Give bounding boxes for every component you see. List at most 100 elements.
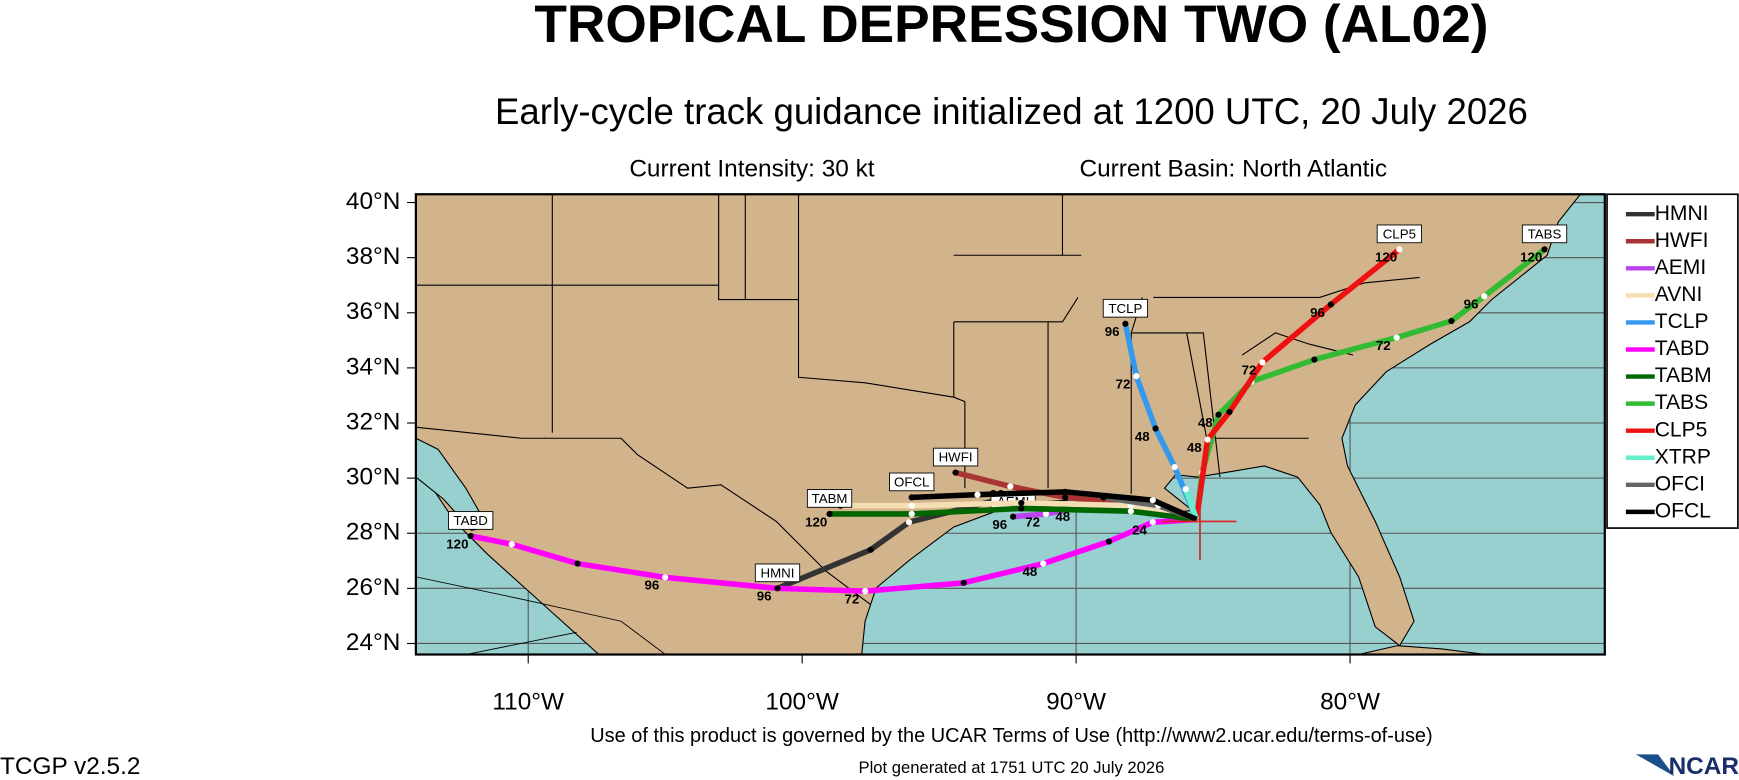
legend-label: TABD xyxy=(1655,337,1710,360)
generated: Plot generated at 1751 UTC 20 July 2026 xyxy=(858,758,1164,777)
track-point xyxy=(1152,425,1159,432)
hour-label: 24 xyxy=(1132,523,1147,538)
legend-label: OFCL xyxy=(1655,499,1711,522)
hour-label: 96 xyxy=(757,589,772,604)
hour-label: 96 xyxy=(1464,297,1479,312)
lat-label: 30°N xyxy=(346,464,400,491)
track xyxy=(1193,247,1402,520)
basin: Current Basin: North Atlantic xyxy=(1080,155,1388,182)
track-point xyxy=(467,532,474,540)
lon-label: 100°W xyxy=(765,689,838,716)
track-point xyxy=(1062,488,1069,496)
track-point xyxy=(1149,497,1156,504)
land xyxy=(415,194,1582,655)
hour-label: 96 xyxy=(644,578,659,593)
intensity: Current Intensity: 30 kt xyxy=(629,155,874,182)
legend-label: CLP5 xyxy=(1655,418,1708,441)
track-point xyxy=(862,588,869,595)
track-point xyxy=(867,546,874,553)
track-point xyxy=(1541,246,1548,253)
legend-label: HWFI xyxy=(1655,229,1709,252)
track-point xyxy=(960,579,967,586)
track-point xyxy=(1018,499,1025,507)
track-point xyxy=(1448,317,1455,325)
track-point xyxy=(1122,320,1129,327)
legend-label: AEMI xyxy=(1655,256,1707,279)
logo: NCAR xyxy=(1669,753,1739,780)
track-label-box xyxy=(1102,298,1149,318)
legend-label: TABM xyxy=(1655,364,1712,387)
track-point xyxy=(826,510,833,518)
track-point xyxy=(774,585,781,592)
track-point xyxy=(1311,356,1318,363)
track-label-box xyxy=(448,511,494,530)
lat-label: 24°N xyxy=(346,629,400,656)
legend-label: TABS xyxy=(1655,391,1708,414)
track-label-box xyxy=(1521,224,1568,244)
hour-label: 48 xyxy=(1135,429,1150,444)
hour-label: 72 xyxy=(1025,514,1040,529)
legend-label: OFCI xyxy=(1655,472,1705,495)
track-point xyxy=(1062,494,1069,501)
lat-label: 36°N xyxy=(346,298,400,325)
track-point xyxy=(662,574,669,581)
lat-label: 26°N xyxy=(346,574,400,601)
track-point xyxy=(1393,334,1400,341)
cuba xyxy=(1358,645,1487,655)
track xyxy=(1183,488,1200,521)
track-point xyxy=(1105,538,1113,545)
track-label: HMNI xyxy=(761,565,795,580)
lat-label: 40°N xyxy=(346,188,400,215)
lon-label: 90°W xyxy=(1046,689,1106,716)
legend-label: XTRP xyxy=(1655,445,1711,468)
hour-label: 72 xyxy=(1376,338,1391,353)
track-point xyxy=(1040,560,1047,567)
track-label-box xyxy=(932,447,979,467)
hour-label: 72 xyxy=(844,592,859,607)
track-point xyxy=(508,541,515,548)
hour-label: 96 xyxy=(1310,305,1325,320)
track-label: TABS xyxy=(1528,226,1562,241)
logo-mark xyxy=(1635,754,1675,777)
track-label: TABD xyxy=(453,513,487,528)
track-point xyxy=(905,519,913,526)
mexico-states xyxy=(415,576,666,655)
hour-label: 96 xyxy=(1105,324,1120,339)
track-point xyxy=(574,560,581,567)
track-point xyxy=(1215,411,1222,418)
title: TROPICAL DEPRESSION TWO (AL02) xyxy=(534,0,1488,54)
legend-label: TCLP xyxy=(1655,310,1709,333)
track-point xyxy=(1149,519,1156,526)
track-label-box xyxy=(754,563,801,583)
track-label: CLP5 xyxy=(1383,226,1416,241)
legend xyxy=(1606,193,1739,529)
lon-label: 110°W xyxy=(492,689,564,716)
hour-label: 120 xyxy=(805,514,827,529)
hour-label: 48 xyxy=(1187,440,1202,455)
track-point xyxy=(1133,373,1140,380)
track-point xyxy=(1481,293,1488,300)
track-point xyxy=(1396,246,1403,253)
track-point xyxy=(908,502,915,509)
track-point xyxy=(1182,486,1189,493)
land-layer xyxy=(415,194,1582,655)
lat-label: 32°N xyxy=(346,408,400,435)
track-point xyxy=(1007,483,1014,490)
hour-label: 120 xyxy=(446,536,468,551)
track-label: OFCL xyxy=(894,475,929,490)
lat-label: 34°N xyxy=(346,353,400,380)
hour-label: 96 xyxy=(992,517,1007,532)
track-label: TCLP xyxy=(1108,301,1142,316)
terms: Use of this product is governed by the U… xyxy=(590,725,1432,747)
hour-label: 120 xyxy=(1520,250,1542,265)
legend-label: HMNI xyxy=(1655,202,1709,225)
track-point xyxy=(1042,510,1050,518)
track-point xyxy=(1171,463,1178,471)
track-point xyxy=(1204,436,1211,443)
hour-label: 48 xyxy=(1055,509,1070,524)
track-point xyxy=(1259,359,1266,366)
track-point xyxy=(1009,513,1017,520)
hour-label: 48 xyxy=(1023,564,1038,579)
legend-entries: HMNI HWFI AEMI AVNI TCLP TABD TABM TABS CLP5 XTRP… xyxy=(1625,202,1712,522)
track-point xyxy=(952,469,959,476)
